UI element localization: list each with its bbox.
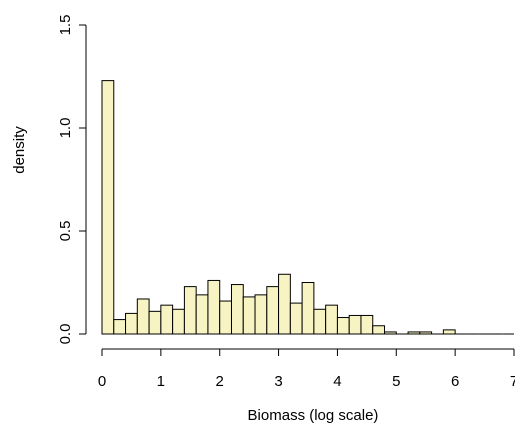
- x-tick-label: 4: [333, 373, 341, 390]
- histogram-bar: [360, 314, 374, 335]
- histogram-bar: [136, 298, 150, 335]
- bars-group: [101, 80, 514, 335]
- histogram-bar: [325, 304, 338, 335]
- x-tick-label: 0: [98, 373, 106, 390]
- histogram-bar: [336, 317, 350, 335]
- histogram-bar: [195, 294, 209, 335]
- histogram-bar: [125, 312, 138, 335]
- histogram-bar: [348, 314, 362, 335]
- histogram-bar: [289, 302, 303, 335]
- x-axis: 0 1 2 3 4 5 6 7: [98, 348, 515, 390]
- histogram-bar: [113, 319, 127, 335]
- histogram-bar: [301, 282, 315, 335]
- histogram-bar: [372, 325, 386, 335]
- histogram-bar: [442, 329, 456, 335]
- y-axis-title: density: [11, 126, 28, 174]
- histogram-bar: [242, 296, 256, 335]
- histogram-bar: [230, 284, 244, 335]
- histogram-bar: [207, 279, 221, 335]
- histogram-bar: [254, 294, 268, 335]
- histogram-bar: [384, 331, 397, 335]
- y-tick-label: 1.5: [57, 15, 74, 36]
- histogram-bar: [172, 308, 185, 335]
- y-tick-label: 1.0: [57, 118, 74, 139]
- histogram-bar: [183, 286, 197, 335]
- histogram-bar: [278, 273, 291, 335]
- y-tick-label: 0.5: [57, 221, 74, 242]
- y-tick-label: 0.0: [57, 324, 74, 345]
- x-tick-label: 5: [392, 373, 400, 390]
- x-axis-title: Biomass (log scale): [248, 407, 379, 424]
- histogram-bar: [266, 286, 280, 335]
- histogram-bar: [313, 308, 327, 335]
- x-tick-label: 1: [157, 373, 165, 390]
- x-tick-label: 3: [274, 373, 282, 390]
- histogram-bar: [148, 310, 162, 335]
- histogram-bar: [160, 304, 174, 335]
- histogram-bar: [219, 300, 232, 335]
- x-tick-label: 2: [216, 373, 224, 390]
- histogram-bar: [101, 80, 115, 335]
- histogram-bar: [419, 331, 433, 335]
- x-tick-label: 6: [451, 373, 459, 390]
- histogram-bar: [407, 331, 421, 335]
- x-tick-label: 7: [510, 373, 515, 390]
- y-axis: 0.0 0.5 1.0 1.5: [57, 15, 87, 345]
